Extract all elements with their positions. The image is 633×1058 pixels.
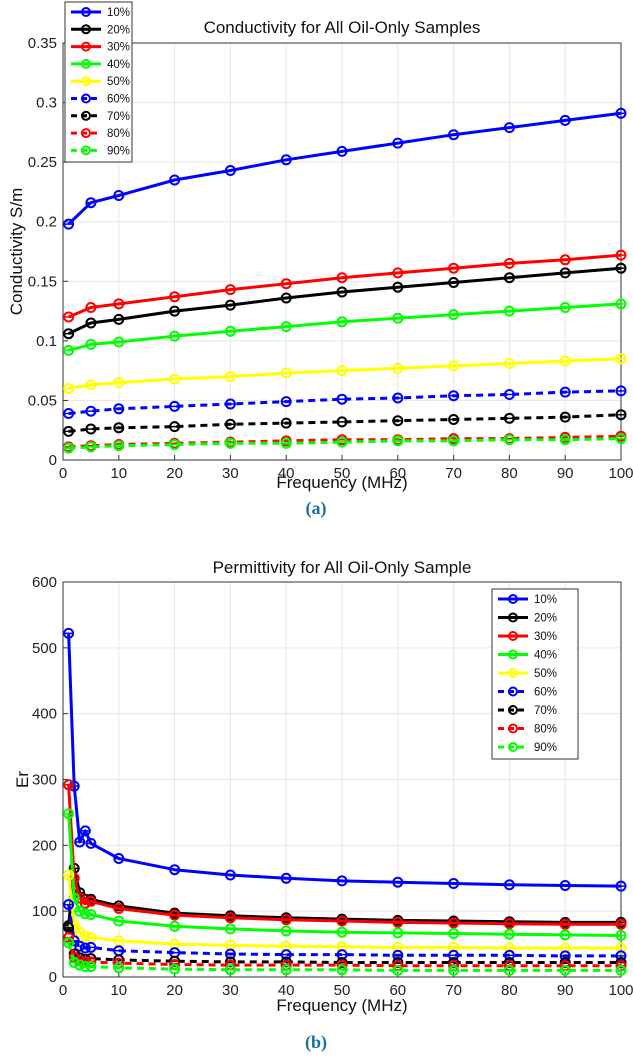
- x-tick-label: 50: [334, 982, 351, 999]
- legend-marker: [508, 649, 518, 660]
- series-line-60pct: [68, 389, 622, 415]
- legend-marker: [81, 93, 91, 104]
- legend-marker: [508, 723, 518, 734]
- y-tick-label: 0.1: [36, 333, 57, 350]
- y-tick-label: 0.25: [28, 154, 57, 171]
- legend-label: 60%: [107, 94, 130, 106]
- legend-marker: [81, 58, 91, 69]
- legend-label: 60%: [534, 687, 557, 699]
- x-tick-label: 60: [389, 465, 406, 482]
- caption-a: (a): [306, 498, 327, 519]
- series-line-90pct: [68, 437, 622, 450]
- y-tick-label: 0: [49, 969, 57, 986]
- x-axis-label: Frequency (MHz): [276, 996, 407, 1015]
- series-line-30pct: [68, 253, 622, 319]
- legend-marker: [508, 594, 518, 604]
- legend-marker: [81, 110, 91, 121]
- y-tick-label: 0.15: [28, 273, 57, 290]
- x-tick-label: 60: [389, 982, 406, 999]
- legend-label: 30%: [534, 631, 557, 643]
- y-tick-label: 400: [32, 706, 57, 723]
- x-tick-label: 50: [334, 465, 351, 482]
- series-line-10pct: [67, 111, 622, 226]
- legend-marker: [81, 7, 91, 17]
- x-tick-label: 30: [222, 982, 239, 999]
- x-tick-label: 40: [278, 982, 295, 999]
- legend-label: 20%: [534, 613, 557, 625]
- y-tick-label: 0.35: [28, 35, 57, 52]
- y-tick-label: 300: [32, 772, 57, 789]
- x-tick-label: 80: [501, 982, 518, 999]
- x-tick-label: 0: [59, 465, 67, 482]
- legend: 10% 20% 30% 40% 50% 60% 70% 80% 90%: [64, 1, 133, 163]
- legend-label: 40%: [107, 59, 130, 71]
- legend-label: 30%: [107, 42, 130, 54]
- legend-marker: [81, 145, 91, 156]
- y-axis-label: Er: [13, 771, 32, 788]
- legend-label: 70%: [534, 705, 557, 717]
- legend-label: 10%: [534, 594, 557, 606]
- legend-marker: [508, 705, 518, 715]
- y-tick-label: 600: [32, 574, 57, 591]
- y-tick-label: 0.3: [36, 95, 57, 112]
- chart-title: Permittivity for All Oil-Only Sample: [213, 558, 472, 577]
- legend-label: 90%: [107, 145, 130, 157]
- x-tick-label: 20: [166, 465, 183, 482]
- x-tick-label: 100: [608, 465, 633, 482]
- legend-marker: [81, 76, 91, 87]
- legend-label: 80%: [534, 724, 557, 736]
- x-tick-label: 70: [445, 982, 462, 999]
- legend: 10% 20% 30% 40% 50% 60% 70% 80% 90%: [491, 588, 579, 760]
- x-tick-label: 10: [110, 982, 127, 999]
- legend-label: 70%: [107, 111, 130, 123]
- legend-marker: [508, 686, 518, 697]
- permittivity-chart: 0 10 20 30 40 50 60 70 80 90 100 0 100 200 300 400 500 60…: [13, 558, 633, 1015]
- legend-marker: [81, 128, 91, 139]
- x-tick-label: 70: [445, 465, 462, 482]
- series-line-40pct: [68, 302, 622, 352]
- legend-marker: [508, 742, 518, 752]
- y-tick-label: 0.2: [36, 214, 57, 231]
- legend-label: 40%: [534, 650, 557, 662]
- conductivity-chart: 0 10 20 30 40 50 60 70 80 90 100 0 0.05 0.1 0.15 0.2 0.2…: [7, 1, 633, 492]
- legend-marker: [81, 24, 91, 35]
- legend-label: 90%: [534, 742, 557, 754]
- y-tick-label: 200: [32, 837, 57, 854]
- legend-marker: [508, 668, 518, 678]
- x-axis-label: Frequency (MHz): [276, 473, 407, 492]
- x-tick-label: 40: [278, 465, 295, 482]
- y-tick-label: 500: [32, 640, 57, 657]
- x-tick-label: 30: [222, 465, 239, 482]
- y-axis-label: Conductivity S/m: [7, 188, 26, 316]
- legend-label: 50%: [107, 76, 130, 88]
- x-tick-label: 10: [110, 465, 127, 482]
- legend-label: 50%: [534, 668, 557, 680]
- x-tick-label: 20: [166, 982, 183, 999]
- legend-label: 10%: [107, 7, 130, 19]
- x-tick-label: 90: [557, 465, 574, 482]
- caption-b: (b): [305, 1032, 327, 1053]
- series-line-70pct: [68, 413, 622, 433]
- legend-marker: [81, 41, 91, 52]
- x-tick-label: 90: [557, 982, 574, 999]
- legend-marker: [508, 612, 518, 623]
- x-tick-label: 100: [608, 982, 633, 999]
- y-tick-label: 0: [49, 452, 57, 469]
- y-tick-label: 100: [32, 903, 57, 920]
- legend-label: 20%: [107, 24, 130, 36]
- x-tick-label: 0: [59, 982, 67, 999]
- y-tick-label: 0.05: [28, 392, 57, 409]
- chart-title: Conductivity for All Oil-Only Samples: [204, 18, 481, 37]
- legend-label: 80%: [107, 128, 130, 140]
- legend-marker: [508, 631, 518, 641]
- x-tick-label: 80: [501, 465, 518, 482]
- series-line-30pct: [67, 784, 621, 926]
